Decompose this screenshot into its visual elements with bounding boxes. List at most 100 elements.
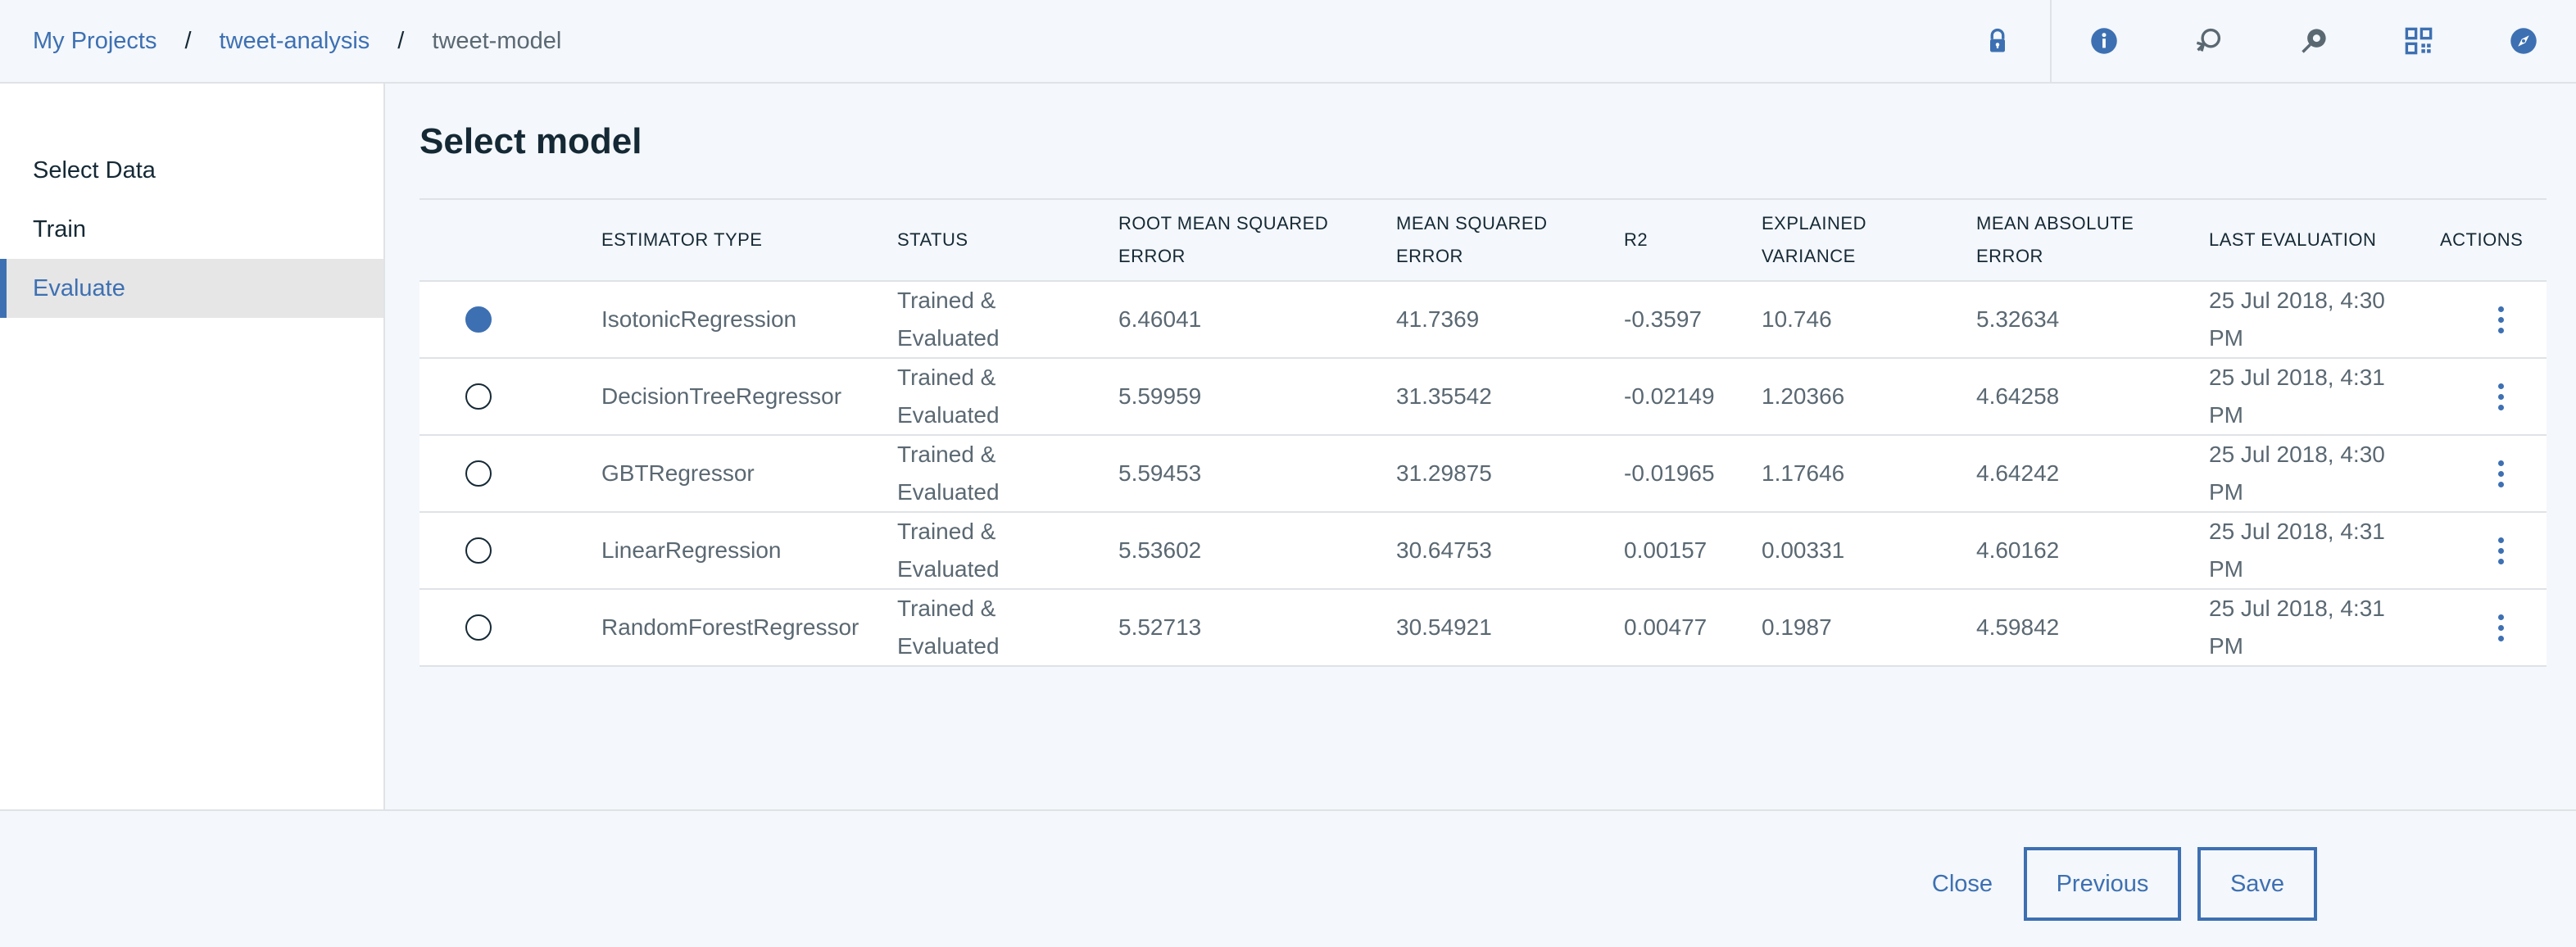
last-evaluation-cell: 25 Jul 2018, 4:31 PM	[2209, 359, 2430, 434]
main-content: Select model ESTIMATOR TYPE STATUS ROOT …	[387, 84, 2576, 809]
status-cell: Trained & Evaluated	[897, 282, 1086, 357]
overflow-menu-icon[interactable]	[2476, 603, 2525, 652]
column-header-label: VARIANCE	[1762, 246, 1856, 266]
last-evaluation-cell: 25 Jul 2018, 4:31 PM	[2209, 513, 2430, 588]
select-model-radio[interactable]	[465, 306, 492, 333]
column-header-label: MEAN SQUARED	[1396, 213, 1548, 233]
r2-cell: 0.00157	[1624, 537, 1708, 563]
table-row[interactable]: DecisionTreeRegressor Trained & Evaluated 5…	[420, 359, 2547, 436]
explained-variance-cell: 1.20366	[1762, 383, 1845, 409]
select-model-radio[interactable]	[465, 537, 492, 564]
row-select-cell	[465, 359, 515, 434]
column-header-estimator: ESTIMATOR TYPE	[601, 229, 763, 250]
status-line: Evaluated	[897, 633, 1000, 659]
estimator-type-cell: DecisionTreeRegressor	[601, 383, 842, 409]
status-cell: Trained & Evaluated	[897, 359, 1086, 434]
mae-cell: 4.60162	[1976, 537, 2060, 563]
column-header-label: ROOT MEAN SQUARED	[1118, 213, 1329, 233]
column-header-explained-variance: EXPLAINED VARIANCE	[1762, 200, 1958, 280]
close-button[interactable]: Close	[1931, 870, 1993, 897]
status-line: Trained &	[897, 365, 996, 390]
mse-cell: 31.29875	[1396, 460, 1492, 486]
breadcrumb-current: tweet-model	[432, 27, 562, 54]
header-toolbar	[1945, 0, 2576, 82]
actions-cell	[2440, 359, 2538, 434]
row-select-cell	[465, 513, 515, 588]
explained-variance-cell: 0.00331	[1762, 537, 1845, 563]
estimator-type-cell: IsotonicRegression	[601, 306, 797, 332]
column-header-mse: MEAN SQUARED ERROR	[1396, 200, 1609, 280]
info-icon[interactable]	[2052, 0, 2156, 82]
rmse-cell: 5.53602	[1118, 537, 1202, 563]
last-evaluation-line: 25 Jul 2018, 4:31	[2209, 519, 2385, 544]
row-select-cell	[465, 590, 515, 665]
deploy-icon[interactable]	[2261, 0, 2366, 82]
r2-cell: -0.01965	[1624, 460, 1715, 486]
last-evaluation-line: PM	[2209, 325, 2243, 351]
lock-icon[interactable]	[1945, 0, 2050, 82]
select-model-radio[interactable]	[465, 614, 492, 641]
overflow-menu-icon[interactable]	[2476, 526, 2525, 575]
grid-icon[interactable]	[2366, 0, 2471, 82]
rmse-cell: 5.59959	[1118, 383, 1202, 409]
breadcrumb-project[interactable]: tweet-analysis	[219, 27, 370, 54]
sidebar-item-evaluate[interactable]: Evaluate	[0, 259, 383, 318]
page-title: Select model	[420, 121, 642, 161]
compass-icon[interactable]	[2471, 0, 2576, 82]
select-model-radio[interactable]	[465, 460, 492, 487]
sidebar-item-train[interactable]: Train	[33, 215, 86, 242]
select-model-radio[interactable]	[465, 383, 492, 410]
status-line: Trained &	[897, 288, 996, 313]
mse-cell: 31.35542	[1396, 383, 1492, 409]
overflow-menu-icon[interactable]	[2476, 295, 2525, 344]
overflow-menu-icon[interactable]	[2476, 372, 2525, 421]
last-evaluation-cell: 25 Jul 2018, 4:30 PM	[2209, 436, 2430, 511]
breadcrumb-separator: /	[397, 27, 405, 54]
column-header-actions: ACTIONS	[2440, 229, 2524, 250]
explained-variance-cell: 10.746	[1762, 306, 1832, 332]
rmse-cell: 6.46041	[1118, 306, 1202, 332]
mae-cell: 5.32634	[1976, 306, 2060, 332]
status-cell: Trained & Evaluated	[897, 590, 1086, 665]
column-header-label: ERROR	[1396, 246, 1463, 266]
mse-cell: 30.54921	[1396, 614, 1492, 640]
column-header-last-evaluation: LAST EVALUATION	[2209, 229, 2377, 250]
estimator-type-cell: LinearRegression	[601, 537, 782, 563]
status-line: Trained &	[897, 596, 996, 621]
mae-cell: 4.64258	[1976, 383, 2060, 409]
top-bar: My Projects / tweet-analysis / tweet-mod…	[0, 0, 2576, 84]
table-header-row: ESTIMATOR TYPE STATUS ROOT MEAN SQUARED E…	[420, 200, 2547, 282]
actions-cell	[2440, 513, 2538, 588]
column-header-r2: R2	[1624, 229, 1649, 250]
overflow-menu-icon[interactable]	[2476, 449, 2525, 498]
status-cell: Trained & Evaluated	[897, 436, 1086, 511]
actions-cell	[2440, 590, 2538, 665]
breadcrumb-separator: /	[184, 27, 192, 54]
header-divider	[2050, 0, 2052, 82]
table-row[interactable]: LinearRegression Trained & Evaluated 5.5360…	[420, 513, 2547, 590]
mae-cell: 4.59842	[1976, 614, 2060, 640]
table-row[interactable]: IsotonicRegression Trained & Evaluated 6.46…	[420, 282, 2547, 359]
column-header-label: ERROR	[1976, 246, 2043, 266]
table-row[interactable]: GBTRegressor Trained & Evaluated 5.59453 31.…	[420, 436, 2547, 513]
column-header-label: EXPLAINED	[1762, 213, 1866, 233]
models-table: ESTIMATOR TYPE STATUS ROOT MEAN SQUARED E…	[420, 198, 2547, 667]
mse-cell: 41.7369	[1396, 306, 1480, 332]
mse-cell: 30.64753	[1396, 537, 1492, 563]
breadcrumb: My Projects / tweet-analysis / tweet-mod…	[0, 0, 561, 82]
breadcrumb-my-projects[interactable]: My Projects	[33, 27, 157, 54]
row-select-cell	[465, 436, 515, 511]
save-button[interactable]: Save	[2197, 847, 2317, 921]
last-evaluation-line: PM	[2209, 633, 2243, 659]
explained-variance-cell: 0.1987	[1762, 614, 1832, 640]
status-line: Evaluated	[897, 556, 1000, 582]
status-cell: Trained & Evaluated	[897, 513, 1086, 588]
column-header-label: ERROR	[1118, 246, 1186, 266]
previous-button[interactable]: Previous	[2024, 847, 2181, 921]
last-evaluation-line: 25 Jul 2018, 4:30	[2209, 288, 2385, 313]
status-line: Evaluated	[897, 402, 1000, 428]
table-row[interactable]: RandomForestRegressor Trained & Evaluated 5…	[420, 590, 2547, 667]
sidebar-item-select-data[interactable]: Select Data	[33, 156, 156, 184]
reset-icon[interactable]	[2156, 0, 2261, 82]
r2-cell: -0.02149	[1624, 383, 1715, 409]
